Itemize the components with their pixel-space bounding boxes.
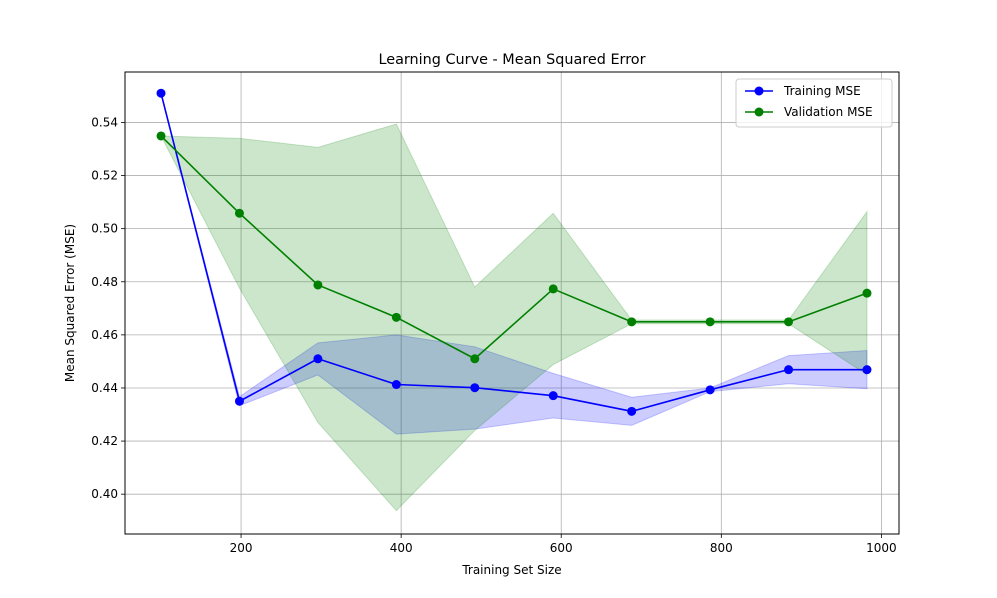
x-tick-label: 400 [390, 541, 413, 555]
validation-mse-point [705, 317, 715, 327]
y-axis-label: Mean Squared Error (MSE) [63, 224, 77, 382]
validation-mse-point [234, 208, 244, 218]
validation-mse-point [862, 288, 872, 298]
validation-mse-point [156, 131, 166, 141]
training-mse-point [862, 365, 872, 375]
training-mse-point [156, 88, 166, 98]
y-tick-label: 0.40 [91, 487, 118, 501]
x-tick-label: 200 [230, 541, 253, 555]
validation-mse-point [784, 317, 794, 327]
training-mse-point [313, 354, 323, 364]
y-tick-label: 0.52 [91, 169, 118, 183]
training-mse-point [705, 385, 715, 395]
series-lines [160, 93, 868, 413]
y-tick-label: 0.50 [91, 222, 118, 236]
y-tick-label: 0.42 [91, 434, 118, 448]
chart-title: Learning Curve - Mean Squared Error [378, 52, 645, 68]
x-tick-label: 600 [550, 541, 573, 555]
y-tick-label: 0.48 [91, 275, 118, 289]
grid [125, 72, 899, 534]
x-axis-label: Training Set Size [461, 563, 561, 577]
y-axis-ticks: 0.40 0.42 0.44 0.46 0.48 0.50 0.52 0.54 [91, 115, 125, 501]
training-mse-line [160, 93, 867, 413]
y-tick-label: 0.46 [91, 328, 118, 342]
validation-mse-point [313, 280, 323, 290]
training-mse-point [627, 406, 637, 416]
x-tick-label: 800 [710, 541, 733, 555]
legend-swatch-training-marker [754, 86, 764, 96]
training-mse-point [234, 396, 244, 406]
x-tick-label: 1000 [866, 541, 897, 555]
legend-box [735, 78, 893, 128]
validation-mse-line [160, 135, 868, 360]
training-mse-point [470, 383, 480, 393]
training-mse-point [548, 391, 558, 401]
legend-swatch-validation-marker [754, 107, 764, 117]
validation-mse-point [548, 284, 558, 294]
plot-frame [124, 71, 900, 535]
legend: Training MSE Validation MSE [735, 78, 893, 128]
series-points [156, 88, 872, 416]
legend-label-validation: Validation MSE [784, 105, 873, 119]
training-mse-point [391, 380, 401, 390]
y-tick-label: 0.44 [91, 381, 118, 395]
x-axis-ticks: 200 400 600 800 1000 [230, 534, 897, 555]
training-mse-point [784, 365, 794, 375]
y-tick-label: 0.54 [91, 115, 118, 129]
validation-mse-point [391, 312, 401, 322]
validation-mse-point [470, 354, 480, 364]
legend-label-training: Training MSE [783, 84, 861, 98]
validation-mse-point [627, 317, 637, 327]
